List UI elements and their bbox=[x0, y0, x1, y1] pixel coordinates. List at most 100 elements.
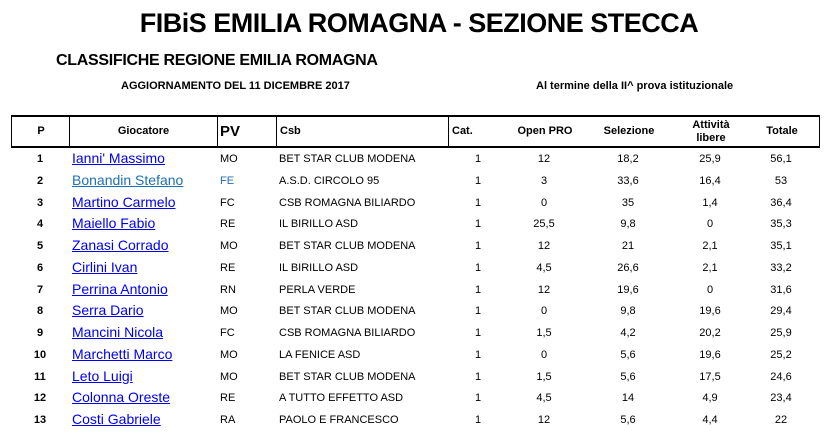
header-totale: Totale bbox=[766, 125, 798, 137]
total-points: 23,4 bbox=[770, 392, 792, 405]
open-pro-points: 0 bbox=[540, 305, 548, 318]
province: MO bbox=[220, 305, 238, 318]
open-pro-points: 12 bbox=[537, 414, 551, 426]
player-link[interactable]: Marchetti Marco bbox=[72, 345, 173, 362]
club: A.S.D. CIRCOLO 95 bbox=[279, 174, 380, 187]
category: 1 bbox=[474, 240, 482, 252]
province: MO bbox=[220, 240, 238, 252]
open-pro-points: 4,5 bbox=[536, 261, 552, 274]
header-cat: Cat. bbox=[452, 125, 473, 137]
table-header: P Giocatore PV Csb Cat. Open PRO Selezio… bbox=[11, 115, 820, 148]
rank: 9 bbox=[36, 327, 44, 339]
open-pro-points: 3 bbox=[540, 174, 548, 187]
player-link[interactable]: Maiello Fabio bbox=[72, 215, 156, 232]
rank: 11 bbox=[34, 370, 46, 383]
club: CSB ROMAGNA BILIARDO bbox=[279, 327, 416, 339]
player-link[interactable]: Costi Gabriele bbox=[72, 411, 161, 427]
attivita-points: 17,5 bbox=[699, 370, 721, 383]
category: 1 bbox=[474, 196, 482, 209]
attivita-points: 0 bbox=[706, 283, 714, 296]
total-points: 35,3 bbox=[770, 218, 792, 231]
attivita-points: 19,6 bbox=[699, 348, 721, 361]
attivita-points: 0 bbox=[706, 218, 714, 231]
open-pro-points: 12 bbox=[537, 240, 551, 252]
header-p: P bbox=[37, 125, 45, 137]
province: MO bbox=[220, 153, 238, 165]
open-pro-points: 25,5 bbox=[533, 218, 555, 231]
selezione-points: 21 bbox=[621, 240, 635, 252]
total-points: 33,2 bbox=[770, 261, 792, 274]
total-points: 36,4 bbox=[770, 196, 792, 209]
selezione-points: 26,6 bbox=[617, 261, 639, 274]
club: IL BIRILLO ASD bbox=[279, 218, 359, 231]
attivita-points: 19,6 bbox=[699, 305, 721, 318]
header-open-pro: Open PRO bbox=[517, 125, 573, 137]
category: 1 bbox=[474, 174, 482, 187]
rank: 8 bbox=[36, 305, 44, 318]
total-points: 35,1 bbox=[770, 240, 792, 252]
province: RA bbox=[220, 414, 236, 426]
province: MO bbox=[220, 348, 238, 361]
club: PAOLO E FRANCESCO bbox=[279, 414, 399, 426]
attivita-points: 4,9 bbox=[702, 392, 718, 405]
table-row: 11 Leto Luigi MO BET STAR CLUB MODENA 1 1,5 5,… bbox=[0, 368, 838, 389]
attivita-points: 16,4 bbox=[699, 174, 721, 187]
player-link[interactable]: Bonandin Stefano bbox=[72, 171, 184, 188]
rank: 3 bbox=[36, 196, 44, 209]
table-row: 6 Cirlini Ivan RE IL BIRILLO ASD 1 4,5 26,6 2,1… bbox=[0, 259, 838, 280]
header-attivita-libere: Attività libere bbox=[692, 118, 730, 144]
province: RE bbox=[220, 392, 236, 405]
header-pv: PV bbox=[220, 123, 241, 140]
table-row: 9 Mancini Nicola FC CSB ROMAGNA BILIARDO 1 1,… bbox=[0, 324, 838, 345]
province: FC bbox=[220, 327, 235, 339]
total-points: 29,4 bbox=[770, 305, 792, 318]
table-row: 2 Bonandin Stefano FE A.S.D. CIRCOLO 95 1 3 33… bbox=[0, 172, 838, 193]
province: MO bbox=[220, 370, 238, 383]
table-row: 4 Maiello Fabio RE IL BIRILLO ASD 1 25,5 9,8 0 3… bbox=[0, 215, 838, 236]
category: 1 bbox=[474, 392, 482, 405]
open-pro-points: 12 bbox=[537, 283, 551, 296]
player-link[interactable]: Serra Dario bbox=[72, 302, 144, 319]
open-pro-points: 1,5 bbox=[536, 327, 552, 339]
attivita-points: 25,9 bbox=[699, 153, 721, 165]
player-link[interactable]: Cirlini Ivan bbox=[72, 258, 138, 275]
player-link[interactable]: Leto Luigi bbox=[72, 367, 133, 384]
rank: 4 bbox=[36, 218, 44, 231]
rank: 5 bbox=[36, 240, 44, 252]
category: 1 bbox=[474, 370, 482, 383]
header-selezione: Selezione bbox=[603, 125, 655, 137]
province: FC bbox=[220, 196, 235, 209]
rank: 12 bbox=[33, 392, 47, 405]
rank: 13 bbox=[33, 414, 47, 426]
total-points: 25,9 bbox=[770, 327, 792, 339]
selezione-points: 19,6 bbox=[617, 283, 639, 296]
selezione-points: 5,6 bbox=[620, 414, 636, 426]
attivita-points: 2,1 bbox=[702, 261, 718, 274]
province: RE bbox=[220, 218, 236, 231]
selezione-points: 9,8 bbox=[620, 218, 636, 231]
player-link[interactable]: Mancini Nicola bbox=[72, 324, 164, 340]
rank: 7 bbox=[36, 283, 44, 296]
player-link[interactable]: Ianni' Massimo bbox=[72, 150, 165, 166]
table-row: 3 Martino Carmelo FC CSB ROMAGNA BILIARDO 1 0… bbox=[0, 194, 838, 215]
attivita-points: 2,1 bbox=[702, 240, 718, 252]
open-pro-points: 0 bbox=[540, 196, 548, 209]
header-csb: Csb bbox=[280, 125, 301, 137]
open-pro-points: 1,5 bbox=[536, 370, 552, 383]
total-points: 25,2 bbox=[770, 348, 792, 361]
player-link[interactable]: Colonna Oreste bbox=[72, 389, 171, 406]
province: RN bbox=[220, 283, 236, 296]
page-title: FIBiS EMILIA ROMAGNA - SEZIONE STECCA bbox=[139, 8, 699, 38]
province: FE bbox=[220, 174, 235, 187]
table-row: 8 Serra Dario MO BET STAR CLUB MODENA 1 0 9,8 1… bbox=[0, 302, 838, 323]
total-points: 31,6 bbox=[770, 283, 792, 296]
table-row: 5 Zanasi Corrado MO BET STAR CLUB MODENA 1 12… bbox=[0, 237, 838, 258]
player-link[interactable]: Zanasi Corrado bbox=[72, 237, 169, 253]
club: BET STAR CLUB MODENA bbox=[279, 370, 416, 383]
selezione-points: 5,6 bbox=[620, 348, 636, 361]
category: 1 bbox=[474, 414, 482, 426]
player-link[interactable]: Martino Carmelo bbox=[72, 193, 176, 210]
category: 1 bbox=[474, 218, 482, 231]
rank: 6 bbox=[36, 261, 44, 274]
player-link[interactable]: Perrina Antonio bbox=[72, 280, 168, 297]
